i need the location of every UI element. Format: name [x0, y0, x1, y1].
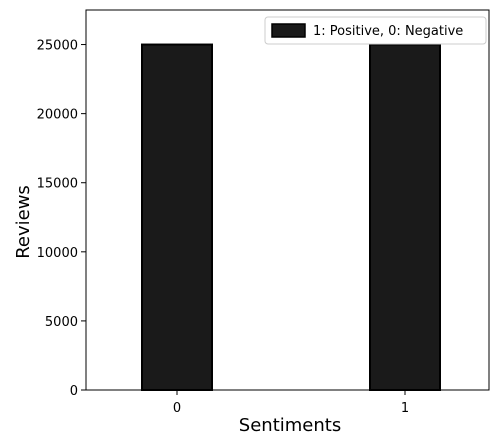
- legend-box: [264, 16, 487, 45]
- x-tick-label: 0: [173, 401, 181, 416]
- legend-label: 1: Positive, 0: Negative: [313, 24, 463, 39]
- y-tick-label: 5000: [45, 315, 78, 330]
- y-tick-label: 0: [70, 384, 78, 399]
- legend-swatch: [271, 23, 306, 38]
- x-tick-label: 1: [401, 401, 409, 416]
- y-tick-label: 15000: [37, 177, 78, 192]
- y-axis-ticks: 0 5000 10000 15000 20000 25000: [37, 39, 86, 399]
- plot-frame: [85, 9, 490, 391]
- bar-0: [141, 43, 213, 392]
- legend: 1: Positive, 0: Negative: [264, 16, 487, 45]
- y-axis-title: Reviews: [13, 185, 34, 259]
- bar-1: [369, 43, 441, 392]
- y-tick-label: 25000: [37, 39, 78, 54]
- y-tick-label: 20000: [37, 108, 78, 123]
- bars-layer: [141, 43, 441, 392]
- y-tick-label: 10000: [37, 246, 78, 261]
- x-axis-title: Sentiments: [239, 415, 341, 436]
